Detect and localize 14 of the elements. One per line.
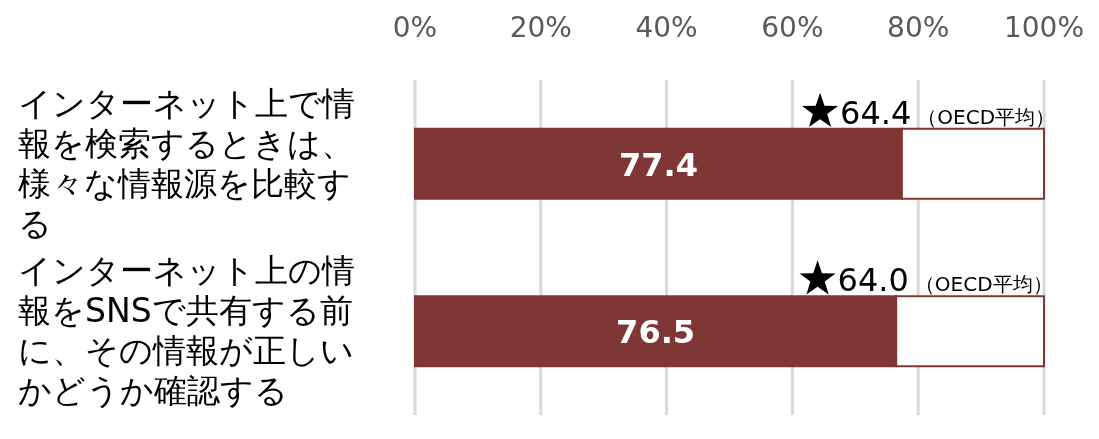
- y-tick-label: インターネット上で情報を検索するときは、様々な情報源を比較する: [18, 82, 356, 245]
- data-label: 64.4: [840, 93, 912, 132]
- x-tick-label: 80%: [887, 11, 950, 44]
- data-label: 76.5: [616, 313, 696, 352]
- x-tick-label: 0%: [392, 11, 438, 44]
- x-tick-label: 40%: [635, 11, 698, 44]
- x-tick-label: 20%: [509, 11, 572, 44]
- data-label: 77.4: [618, 145, 698, 184]
- text: （OECD平均）: [914, 272, 1053, 297]
- x-tick-label: 100%: [1003, 11, 1085, 44]
- x-tick-label: 60%: [761, 11, 824, 44]
- data-label: 64.0: [837, 261, 909, 300]
- y-tick-label: インターネット上の情報をSNSで共有する前に、その情報が正しいかどうか確認する: [18, 250, 356, 413]
- text: （OECD平均）: [917, 104, 1056, 129]
